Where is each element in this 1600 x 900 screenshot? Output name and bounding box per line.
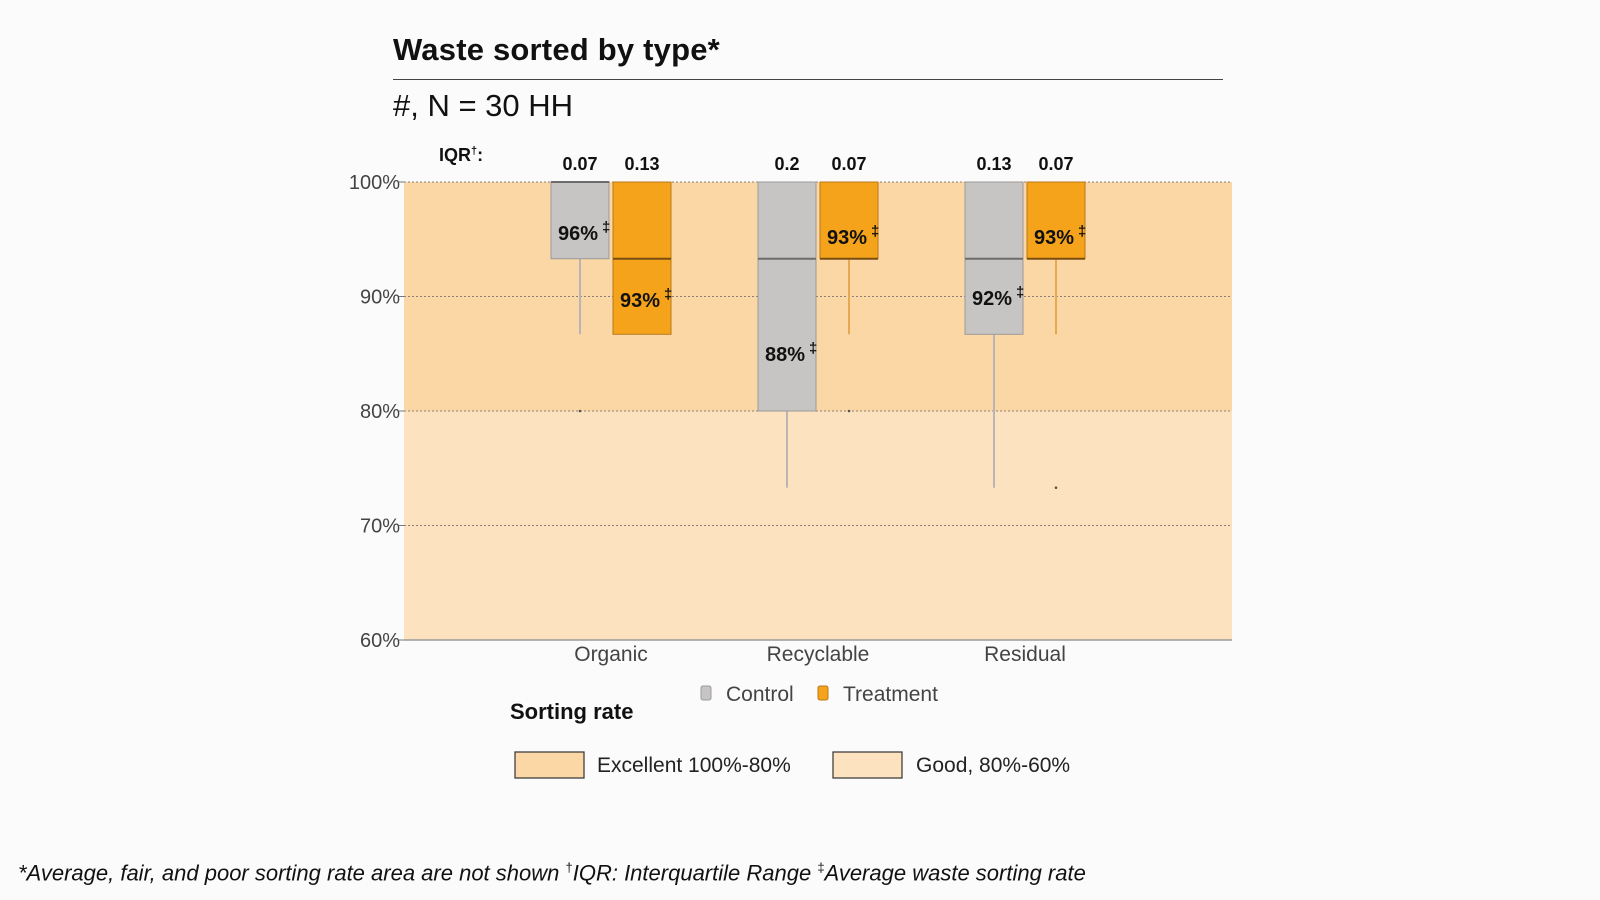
iqr-value: 0.2 <box>774 154 799 174</box>
iqr-label-mark: † <box>471 145 478 157</box>
y-tick-label: 60% <box>360 630 400 652</box>
iqr-value: 0.07 <box>831 154 866 174</box>
x-category-label: Recyclable <box>767 643 870 666</box>
mean-label: 88% <box>765 344 805 366</box>
footnote-mark-double-dagger: ‡ <box>817 860 825 875</box>
footnote-part-1: *Average, fair, and poor sorting rate ar… <box>18 860 566 886</box>
iqr-label-colon: : <box>477 145 484 165</box>
outlier-point <box>578 409 582 413</box>
y-tick-label: 90% <box>360 287 400 309</box>
y-tick-label: 70% <box>360 516 400 538</box>
mean-label: 93% <box>827 227 867 249</box>
mean-mark: ‡ <box>602 219 610 236</box>
mean-mark: ‡ <box>809 340 817 357</box>
footnote-part-2: IQR: Interquartile Range <box>572 860 818 886</box>
mean-mark: ‡ <box>1016 284 1024 301</box>
band-legend-swatch-1 <box>832 751 903 779</box>
mean-label: 96% <box>558 223 598 245</box>
chart-subtitle: #, N = 30 HH <box>393 88 574 123</box>
legend-swatch-treatment <box>817 685 829 701</box>
legend-label-control: Control <box>726 683 794 706</box>
y-tick-label: 100% <box>349 172 400 194</box>
y-tick-label: 80% <box>360 401 400 423</box>
title-divider <box>393 79 1223 80</box>
box-treatment <box>819 181 879 260</box>
iqr-value: 0.13 <box>624 154 659 174</box>
box-control <box>550 181 610 260</box>
x-category-label: Organic <box>574 643 648 666</box>
mean-mark: ‡ <box>664 286 672 303</box>
outlier-point <box>1054 486 1058 490</box>
footnote: *Average, fair, and poor sorting rate ar… <box>18 860 1086 886</box>
iqr-value: 0.07 <box>1038 154 1073 174</box>
mean-mark: ‡ <box>871 223 879 240</box>
iqr-value: 0.13 <box>976 154 1011 174</box>
iqr-label-text: IQR <box>439 145 472 165</box>
footnote-mark-dagger: † <box>565 860 573 875</box>
outlier-point <box>847 409 851 413</box>
band-legend-title: Sorting rate <box>510 699 633 724</box>
iqr-row-label: IQR†: <box>439 145 483 166</box>
mean-label: 93% <box>620 290 660 312</box>
x-category-label: Residual <box>984 643 1066 666</box>
mean-mark: ‡ <box>1078 223 1086 240</box>
mean-label: 93% <box>1034 227 1074 249</box>
band-legend-swatch-0 <box>514 751 585 779</box>
box-treatment <box>1026 181 1086 260</box>
band-legend-label-1: Good, 80%-60% <box>916 754 1070 777</box>
box-control <box>757 181 817 412</box>
mean-label: 92% <box>972 288 1012 310</box>
footnote-part-3: Average waste sorting rate <box>824 860 1086 886</box>
legend-swatch-control <box>700 685 712 701</box>
iqr-value: 0.07 <box>562 154 597 174</box>
legend-label-treatment: Treatment <box>843 683 938 706</box>
chart-title: Waste sorted by type* <box>393 32 720 67</box>
band-legend-label-0: Excellent 100%-80% <box>597 754 791 777</box>
